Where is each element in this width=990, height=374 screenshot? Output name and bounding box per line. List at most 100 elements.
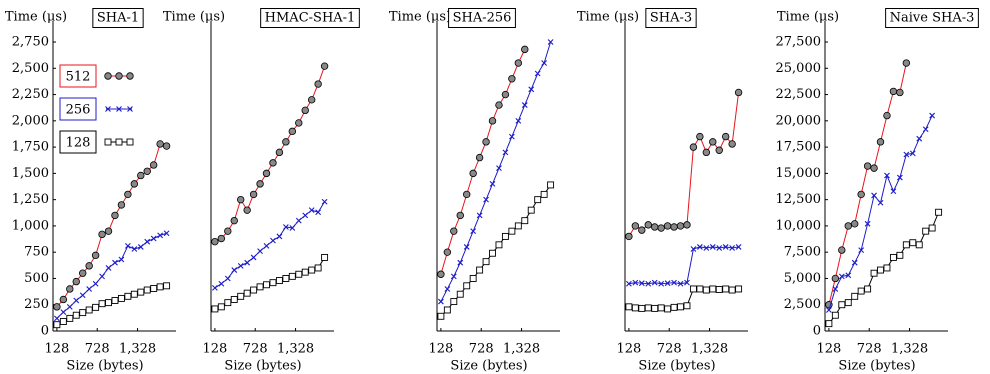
marker-square bbox=[443, 306, 451, 314]
panel-title: HMAC-SHA-1 bbox=[265, 11, 356, 26]
marker-square bbox=[321, 253, 329, 261]
marker-square bbox=[677, 303, 684, 311]
x-tick-label: 128 bbox=[44, 342, 69, 357]
marker-square bbox=[282, 275, 290, 282]
marker-x bbox=[131, 246, 138, 252]
marker-circle bbox=[243, 206, 251, 214]
legend-box bbox=[59, 130, 97, 154]
marker-x bbox=[257, 248, 263, 255]
y-tick-label: 7,500 bbox=[784, 245, 821, 260]
marker-square bbox=[469, 275, 477, 282]
marker-square bbox=[728, 286, 736, 294]
marker-x bbox=[163, 230, 170, 237]
x-tick-label: 128 bbox=[816, 342, 841, 357]
marker-x bbox=[150, 235, 157, 242]
y-tick-label: 2,750 bbox=[12, 35, 49, 50]
marker-circle bbox=[117, 201, 126, 209]
marker-square bbox=[625, 303, 633, 311]
panel-title: SHA-256 bbox=[453, 11, 512, 26]
marker-square bbox=[651, 304, 659, 312]
marker-x bbox=[438, 298, 444, 305]
marker-square bbox=[657, 304, 665, 312]
marker-x bbox=[54, 315, 60, 322]
marker-square bbox=[638, 304, 646, 312]
marker-circle bbox=[224, 227, 232, 235]
y-axis-label: Time (μs) bbox=[777, 10, 839, 25]
panel-title: SHA-1 bbox=[97, 11, 139, 26]
marker-x bbox=[521, 102, 528, 108]
marker-x bbox=[684, 279, 690, 286]
marker-square bbox=[844, 299, 852, 307]
marker-x bbox=[903, 151, 910, 158]
marker-x bbox=[276, 233, 283, 240]
marker-circle bbox=[638, 226, 646, 234]
marker-square bbox=[105, 299, 112, 307]
series-line bbox=[440, 49, 526, 275]
marker-circle bbox=[851, 220, 859, 228]
marker-x bbox=[315, 209, 322, 216]
marker-circle bbox=[689, 143, 698, 151]
marker-x bbox=[696, 244, 703, 250]
marker-circle bbox=[488, 117, 497, 125]
marker-x bbox=[476, 212, 483, 219]
marker-circle bbox=[651, 223, 659, 231]
marker-square bbox=[308, 266, 316, 274]
y-tick-label: 12,500 bbox=[776, 192, 822, 207]
marker-circle bbox=[59, 295, 68, 304]
marker-circle bbox=[85, 262, 93, 270]
y-tick-label: 25,000 bbox=[776, 61, 822, 76]
marker-square bbox=[243, 289, 251, 297]
marker-x bbox=[929, 112, 936, 119]
marker-x bbox=[86, 286, 93, 292]
marker-circle bbox=[508, 75, 516, 83]
marker-x bbox=[224, 275, 231, 282]
marker-circle bbox=[256, 180, 264, 188]
marker-x bbox=[502, 149, 509, 156]
y-tick-label: 750 bbox=[24, 245, 49, 260]
marker-x bbox=[690, 246, 697, 252]
marker-circle bbox=[625, 232, 633, 241]
marker-square bbox=[463, 282, 471, 290]
marker-square bbox=[831, 311, 839, 319]
legend-label: 512 bbox=[66, 70, 91, 85]
marker-square bbox=[631, 304, 639, 312]
marker-square bbox=[915, 241, 923, 249]
marker-circle bbox=[838, 246, 846, 254]
marker-circle bbox=[644, 221, 652, 229]
panel-title: SHA-3 bbox=[650, 11, 692, 26]
marker-square bbox=[66, 314, 74, 322]
x-axis-label: Size (bytes) bbox=[66, 359, 143, 374]
marker-x bbox=[112, 259, 118, 266]
x-tick-label: 728 bbox=[469, 342, 494, 357]
marker-square bbox=[735, 285, 743, 293]
marker-x bbox=[909, 150, 916, 157]
marker-x bbox=[658, 280, 665, 287]
marker-square bbox=[275, 277, 283, 285]
marker-x bbox=[250, 254, 257, 261]
title-box bbox=[260, 8, 360, 28]
marker-circle bbox=[456, 211, 464, 220]
marker-x bbox=[105, 265, 112, 271]
marker-x bbox=[231, 267, 238, 273]
marker-square bbox=[838, 301, 846, 309]
marker-x bbox=[483, 196, 489, 203]
x-tick-label: 128 bbox=[428, 342, 453, 357]
marker-x bbox=[99, 273, 105, 280]
marker-x bbox=[547, 39, 554, 45]
panel-title: Naive SHA-3 bbox=[890, 11, 975, 26]
marker-x bbox=[534, 70, 541, 77]
marker-circle bbox=[676, 222, 685, 230]
marker-square bbox=[143, 286, 151, 294]
marker-circle bbox=[111, 211, 119, 220]
marker-circle bbox=[663, 222, 672, 230]
marker-circle bbox=[104, 227, 113, 235]
y-tick-label: 2,000 bbox=[12, 113, 49, 128]
legend-marker bbox=[104, 138, 112, 146]
marker-square bbox=[527, 206, 535, 214]
marker-square bbox=[59, 318, 67, 325]
series-line bbox=[628, 92, 740, 237]
marker-x bbox=[651, 279, 658, 286]
marker-x bbox=[716, 245, 723, 251]
marker-x bbox=[237, 262, 244, 269]
legend-marker bbox=[116, 106, 122, 112]
